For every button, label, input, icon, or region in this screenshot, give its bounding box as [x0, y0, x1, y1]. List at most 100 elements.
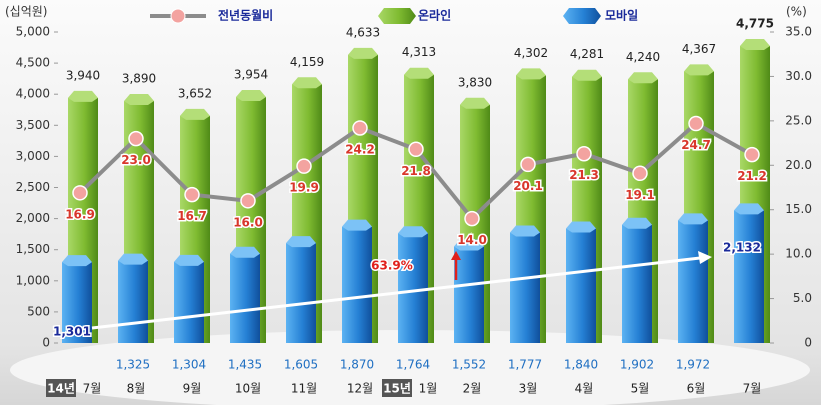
- bar: [510, 232, 540, 343]
- data-label: 1,902: [620, 358, 654, 372]
- bar-cap: [572, 69, 602, 81]
- data-label: 19.1: [625, 188, 655, 202]
- data-label: 3,890: [122, 72, 156, 86]
- y2-tick-label: 15.0: [785, 202, 812, 216]
- legend-marker: [170, 8, 186, 24]
- x-tick-label: 5월: [631, 382, 650, 396]
- x-tick-label: 1월: [419, 382, 438, 396]
- data-label: 3,940: [66, 68, 100, 82]
- year-label: 14년: [47, 382, 75, 396]
- x-tick-label: 10월: [235, 382, 261, 396]
- bar-cap: [740, 38, 770, 50]
- data-label: 19.9: [289, 181, 319, 195]
- data-label: 21.8: [401, 164, 431, 178]
- bar-cap: [286, 236, 316, 248]
- growth-arrow: [91, 256, 701, 330]
- y2-tick-label: 20.0: [785, 158, 812, 172]
- data-label: 3,830: [458, 75, 492, 89]
- y-tick-label: 4,500: [16, 56, 50, 70]
- bar: [622, 224, 652, 343]
- x-tick-label: 11월: [291, 382, 317, 396]
- bar-cap: [460, 97, 490, 109]
- marker: [296, 158, 312, 174]
- data-label: 4,633: [346, 25, 380, 39]
- bar-cap: [118, 253, 148, 265]
- year-box: [46, 379, 76, 397]
- legend-swatch: [378, 8, 416, 24]
- x-tick-label: 7월: [743, 382, 762, 396]
- data-label: 4,775: [736, 16, 774, 30]
- legend-label: 전년동월비: [218, 8, 273, 23]
- marker: [744, 146, 760, 163]
- bar: [286, 243, 316, 343]
- y-tick-label: 3,000: [16, 149, 50, 163]
- data-label: 1,777: [508, 358, 542, 372]
- marker: [352, 120, 368, 136]
- data-label: 3,652: [178, 86, 212, 100]
- y2-tick-label: 35.0: [785, 25, 812, 39]
- bar: [734, 210, 764, 343]
- y-tick-label: 2,500: [16, 180, 50, 194]
- bar-cap: [622, 217, 652, 229]
- bar-cap: [510, 225, 540, 237]
- x-tick-label: 2월: [463, 382, 482, 396]
- data-label: 20.1: [513, 179, 543, 193]
- y2-tick-label: 30.0: [785, 69, 812, 83]
- data-label: 24.2: [345, 142, 375, 156]
- data-label: 1,764: [396, 358, 430, 372]
- y2-axis-unit: (%): [786, 5, 807, 19]
- bar: [230, 253, 260, 343]
- x-tick-label: 8월: [127, 382, 146, 396]
- floor: [10, 330, 810, 405]
- data-label: 2,132: [723, 241, 761, 255]
- legend-swatch: [563, 8, 601, 24]
- bar-cap: [230, 246, 260, 258]
- bar-cap: [124, 94, 154, 106]
- marker: [576, 145, 592, 162]
- bar: [678, 220, 708, 343]
- data-label: 4,240: [626, 50, 660, 64]
- legend-label: 온라인: [418, 8, 451, 23]
- bar-cap: [180, 108, 210, 120]
- data-label: 24.7: [681, 138, 711, 152]
- y-tick-label: 500: [27, 304, 50, 318]
- bar-cap: [68, 90, 98, 102]
- y-tick-label: 0: [42, 336, 50, 350]
- data-label: 16.0: [233, 215, 263, 229]
- y2-tick-label: 10.0: [785, 247, 812, 261]
- data-label: 1,301: [53, 325, 91, 339]
- bar: [398, 233, 428, 343]
- marker: [408, 141, 424, 158]
- data-label: 4,302: [514, 46, 548, 60]
- x-tick-label: 3월: [519, 382, 538, 396]
- legend-label: 모바일: [605, 8, 638, 23]
- data-label: 1,325: [116, 358, 150, 372]
- bar: [566, 228, 596, 343]
- bar: [454, 246, 484, 343]
- marker: [464, 210, 480, 227]
- data-label: 1,435: [228, 358, 262, 372]
- marker: [688, 115, 704, 132]
- marker: [184, 186, 200, 203]
- bar-cap: [628, 72, 658, 84]
- data-label: 16.7: [177, 209, 207, 223]
- x-tick-label: 9월: [183, 382, 202, 396]
- bar: [342, 226, 372, 343]
- data-label: 4,367: [682, 42, 716, 56]
- bar-cap: [516, 68, 546, 80]
- bar: [118, 260, 148, 343]
- bar-cap: [454, 239, 484, 251]
- bar-cap: [398, 226, 428, 238]
- data-label: 3,954: [234, 68, 268, 82]
- bar-cap: [236, 90, 266, 102]
- bar: [174, 261, 204, 343]
- data-label: 1,870: [340, 358, 374, 372]
- y-tick-label: 4,000: [16, 87, 50, 101]
- data-label: 23.0: [121, 153, 151, 167]
- annotation: 63.9%: [371, 259, 413, 273]
- data-label: 1,605: [284, 358, 318, 372]
- bar-cap: [292, 77, 322, 89]
- bar-cap: [678, 213, 708, 225]
- y2-tick-label: 5.0: [793, 291, 812, 305]
